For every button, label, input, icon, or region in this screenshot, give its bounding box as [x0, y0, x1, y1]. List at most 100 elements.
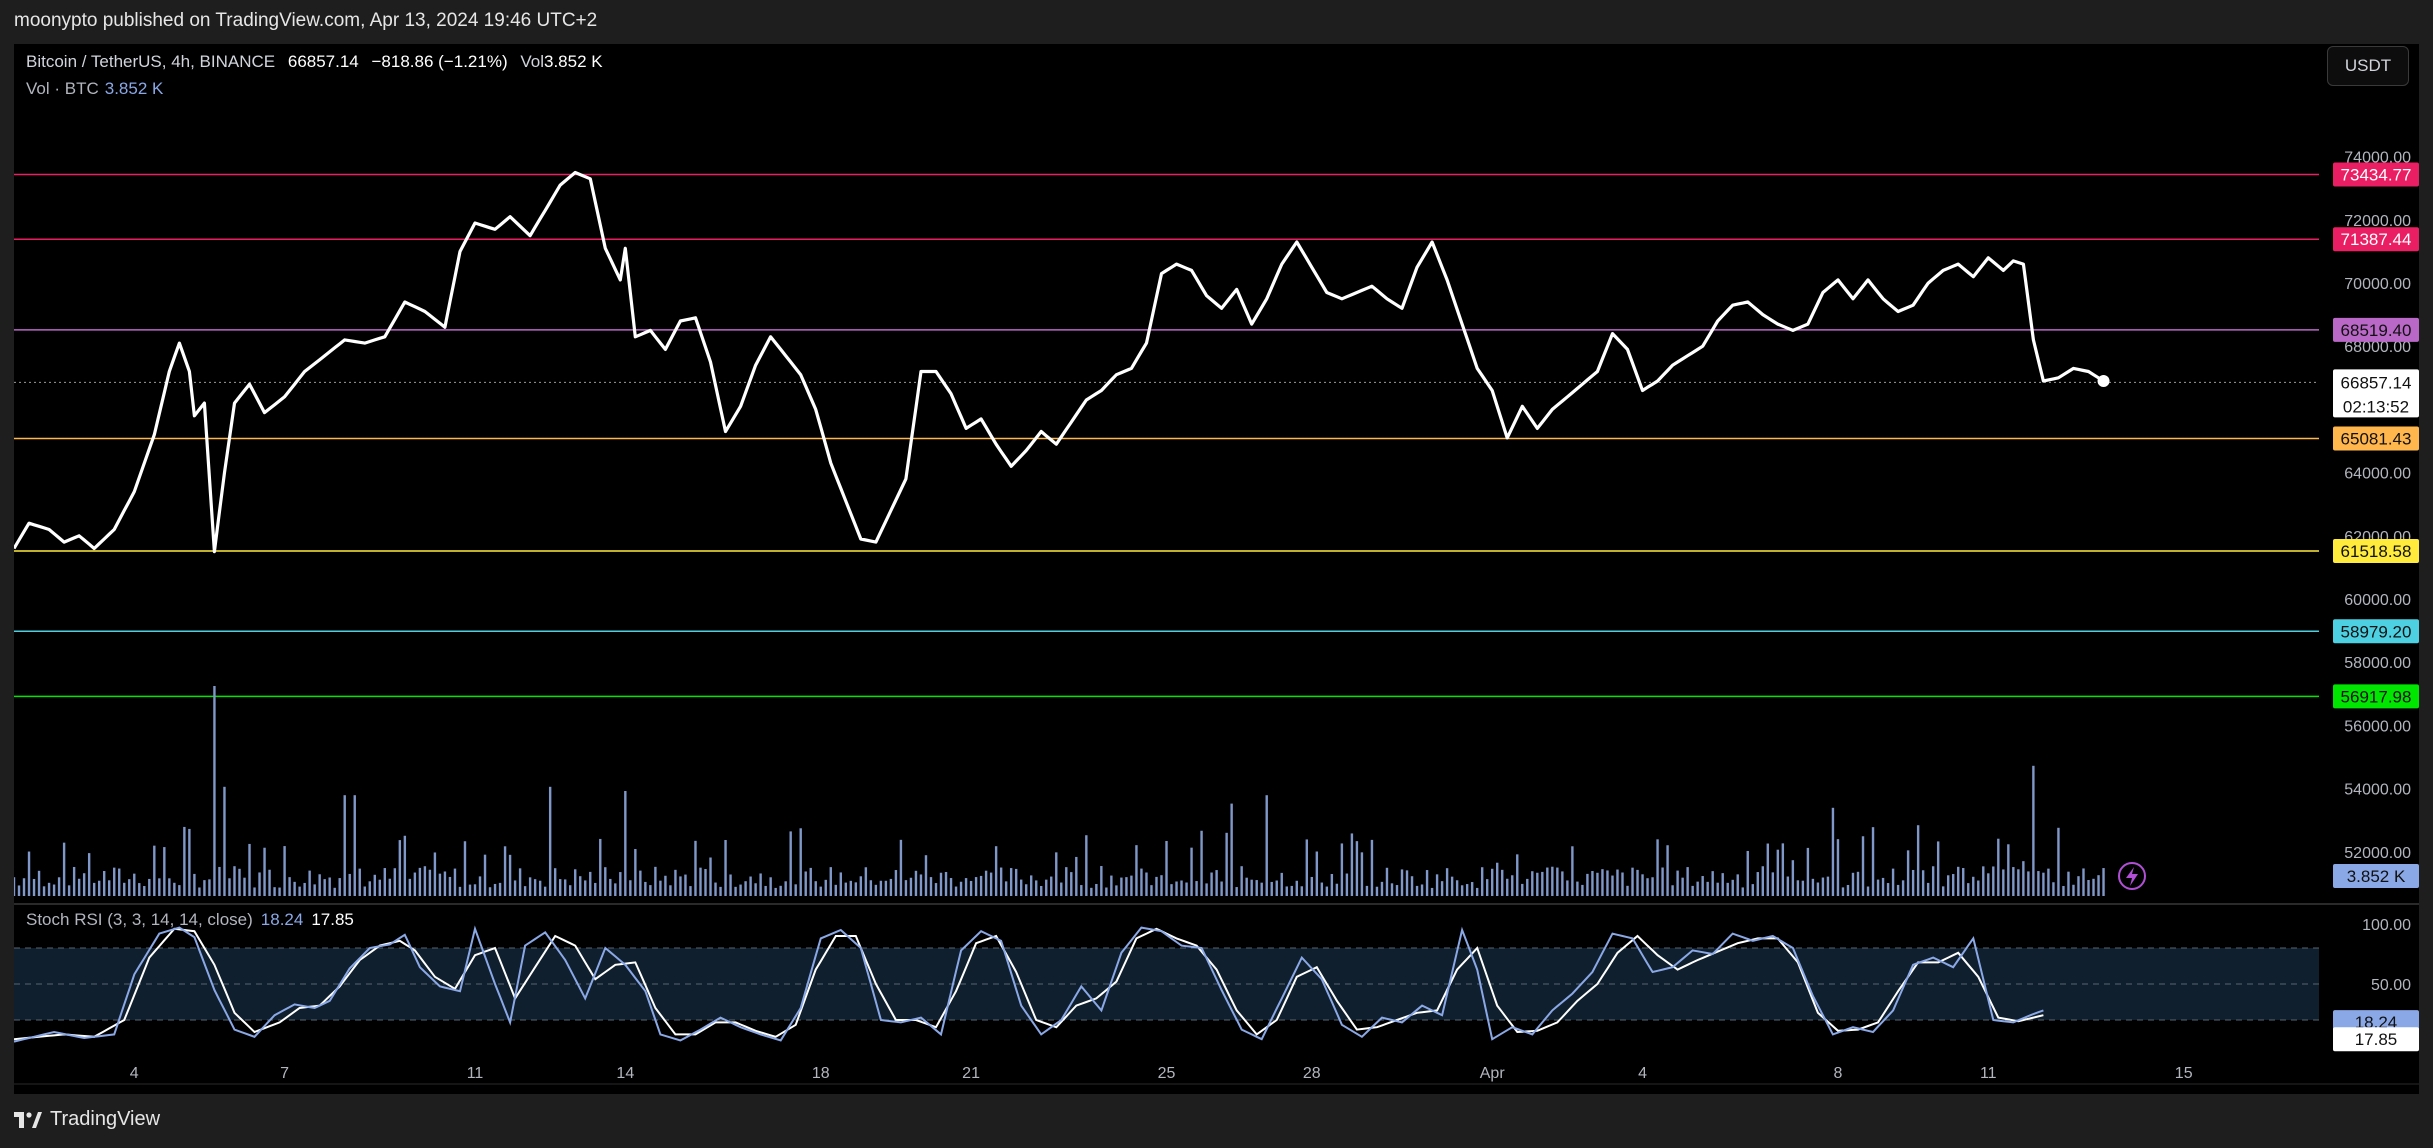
volume-bar — [964, 878, 968, 896]
y-axis-tick[interactable]: 70000.00 — [2344, 276, 2411, 293]
x-axis-tick[interactable]: 21 — [962, 1065, 980, 1082]
chart-area[interactable]: 74000.0072000.0070000.0068000.0066000.00… — [14, 44, 2419, 1094]
level-label[interactable]: 73434.77 — [2341, 166, 2412, 185]
volume-bar — [433, 852, 437, 896]
x-axis-tick[interactable]: 25 — [1158, 1065, 1176, 1082]
volume-bar — [543, 886, 547, 896]
volume-bar — [994, 846, 998, 896]
last-price-label[interactable]: 66857.14 — [2341, 373, 2412, 392]
x-axis-tick[interactable]: 8 — [1834, 1065, 1843, 1082]
volume-bar — [188, 828, 191, 896]
level-label[interactable]: 65081.43 — [2341, 429, 2412, 448]
x-axis-tick[interactable]: Apr — [1480, 1065, 1506, 1082]
volume-bar — [569, 885, 572, 896]
symbol-title[interactable]: Bitcoin / TetherUS, 4h, BINANCE — [26, 52, 276, 71]
currency-button[interactable]: USDT — [2327, 46, 2409, 86]
chart-canvas[interactable]: 74000.0072000.0070000.0068000.0066000.00… — [14, 44, 2419, 1094]
stoch-rsi-label[interactable]: Stoch RSI (3, 3, 14, 14, close) — [26, 910, 253, 929]
y-axis-tick[interactable]: 64000.00 — [2344, 466, 2411, 483]
level-label[interactable]: 56917.98 — [2341, 687, 2412, 706]
volume-bar — [563, 879, 567, 896]
volume-bar — [1506, 878, 1509, 896]
volume-bar — [1571, 846, 1574, 896]
volume-bar — [1345, 873, 1349, 896]
volume-bar — [759, 873, 762, 896]
volume-bar — [1004, 881, 1008, 896]
volume-bar — [689, 886, 692, 896]
volume-bar — [318, 874, 321, 896]
volume-bar — [328, 877, 331, 896]
level-label[interactable]: 71387.44 — [2341, 230, 2412, 249]
x-axis-tick[interactable]: 11 — [467, 1065, 484, 1082]
level-label[interactable]: 68519.40 — [2341, 321, 2412, 340]
stoch-axis-tick[interactable]: 100.00 — [2362, 917, 2411, 934]
stoch-axis-tick[interactable]: 50.00 — [2371, 977, 2411, 994]
volume-bar — [1370, 839, 1374, 896]
volume-bar — [1631, 867, 1634, 896]
y-axis-tick[interactable]: 58000.00 — [2344, 655, 2411, 672]
stoch-k-line[interactable] — [14, 925, 2044, 1043]
level-label[interactable]: 61518.58 — [2341, 542, 2412, 561]
volume-legend-label[interactable]: Vol · BTC — [26, 79, 99, 98]
y-axis-tick[interactable]: 54000.00 — [2344, 782, 2411, 799]
volume-bar — [1866, 886, 1870, 896]
volume-bar — [1115, 885, 1118, 896]
alert-lightning-icon[interactable] — [2118, 862, 2146, 890]
volume-bar — [208, 879, 211, 896]
volume-axis-label[interactable]: 3.852 K — [2347, 867, 2406, 886]
x-axis-tick[interactable]: 11 — [1980, 1065, 1997, 1082]
volume-bar — [1040, 885, 1043, 896]
volume-bar — [1075, 856, 1078, 896]
volume-bar — [338, 878, 341, 896]
volume-bar — [1380, 881, 1384, 896]
y-axis-tick[interactable]: 72000.00 — [2344, 213, 2411, 230]
volume-bar — [1395, 885, 1399, 896]
x-axis-tick[interactable]: 4 — [130, 1065, 139, 1082]
price-line[interactable] — [14, 170, 2105, 554]
volume-bar — [303, 882, 306, 896]
x-axis-tick[interactable]: 14 — [616, 1065, 634, 1082]
volume-bar — [1526, 878, 1529, 896]
volume-bar — [1205, 883, 1208, 896]
level-label[interactable]: 58979.20 — [2341, 622, 2412, 641]
volume-bar — [934, 883, 938, 896]
volume-bar — [744, 881, 747, 896]
y-axis-tick[interactable]: 68000.00 — [2344, 339, 2411, 356]
volume-bar — [779, 885, 782, 896]
volume-bar — [1696, 881, 1699, 896]
volume-bar — [944, 871, 948, 896]
volume-bar — [1886, 883, 1890, 896]
y-axis-tick[interactable]: 60000.00 — [2344, 592, 2411, 609]
volume-bar — [1310, 876, 1314, 896]
volume-bar — [97, 880, 101, 896]
volume-bar — [87, 853, 91, 896]
volume-bar — [1566, 880, 1569, 896]
x-axis-tick[interactable]: 7 — [280, 1065, 289, 1082]
volume-bar — [2022, 861, 2025, 896]
volume-bar — [128, 879, 131, 896]
volume-bar — [168, 878, 171, 896]
volume-bar — [1726, 882, 1729, 896]
volume-bar — [1616, 869, 1619, 896]
volume-bar — [363, 886, 366, 896]
volume-bar — [1746, 850, 1749, 896]
y-axis-tick[interactable]: 56000.00 — [2344, 718, 2411, 735]
volume-bar — [1055, 852, 1058, 896]
volume-bar — [739, 884, 742, 896]
volume-bar — [709, 857, 712, 896]
y-axis-tick[interactable]: 74000.00 — [2344, 150, 2411, 167]
volume-bar — [1320, 882, 1324, 896]
volume-bar — [634, 849, 637, 896]
stoch-d-line[interactable] — [14, 927, 2044, 1041]
y-axis-tick[interactable]: 52000.00 — [2344, 845, 2411, 862]
x-axis-tick[interactable]: 15 — [2175, 1065, 2193, 1082]
volume-bar — [2047, 868, 2050, 896]
tradingview-logo[interactable]: TradingView — [14, 1108, 160, 1131]
x-axis-tick[interactable]: 18 — [812, 1065, 830, 1082]
stoch-d-axis-label[interactable]: 17.85 — [2355, 1030, 2398, 1049]
volume-bar — [2077, 876, 2080, 896]
x-axis-tick[interactable]: 28 — [1303, 1065, 1321, 1082]
volume-bar — [1245, 877, 1248, 896]
x-axis-tick[interactable]: 4 — [1638, 1065, 1647, 1082]
volume-bar — [1090, 887, 1093, 896]
